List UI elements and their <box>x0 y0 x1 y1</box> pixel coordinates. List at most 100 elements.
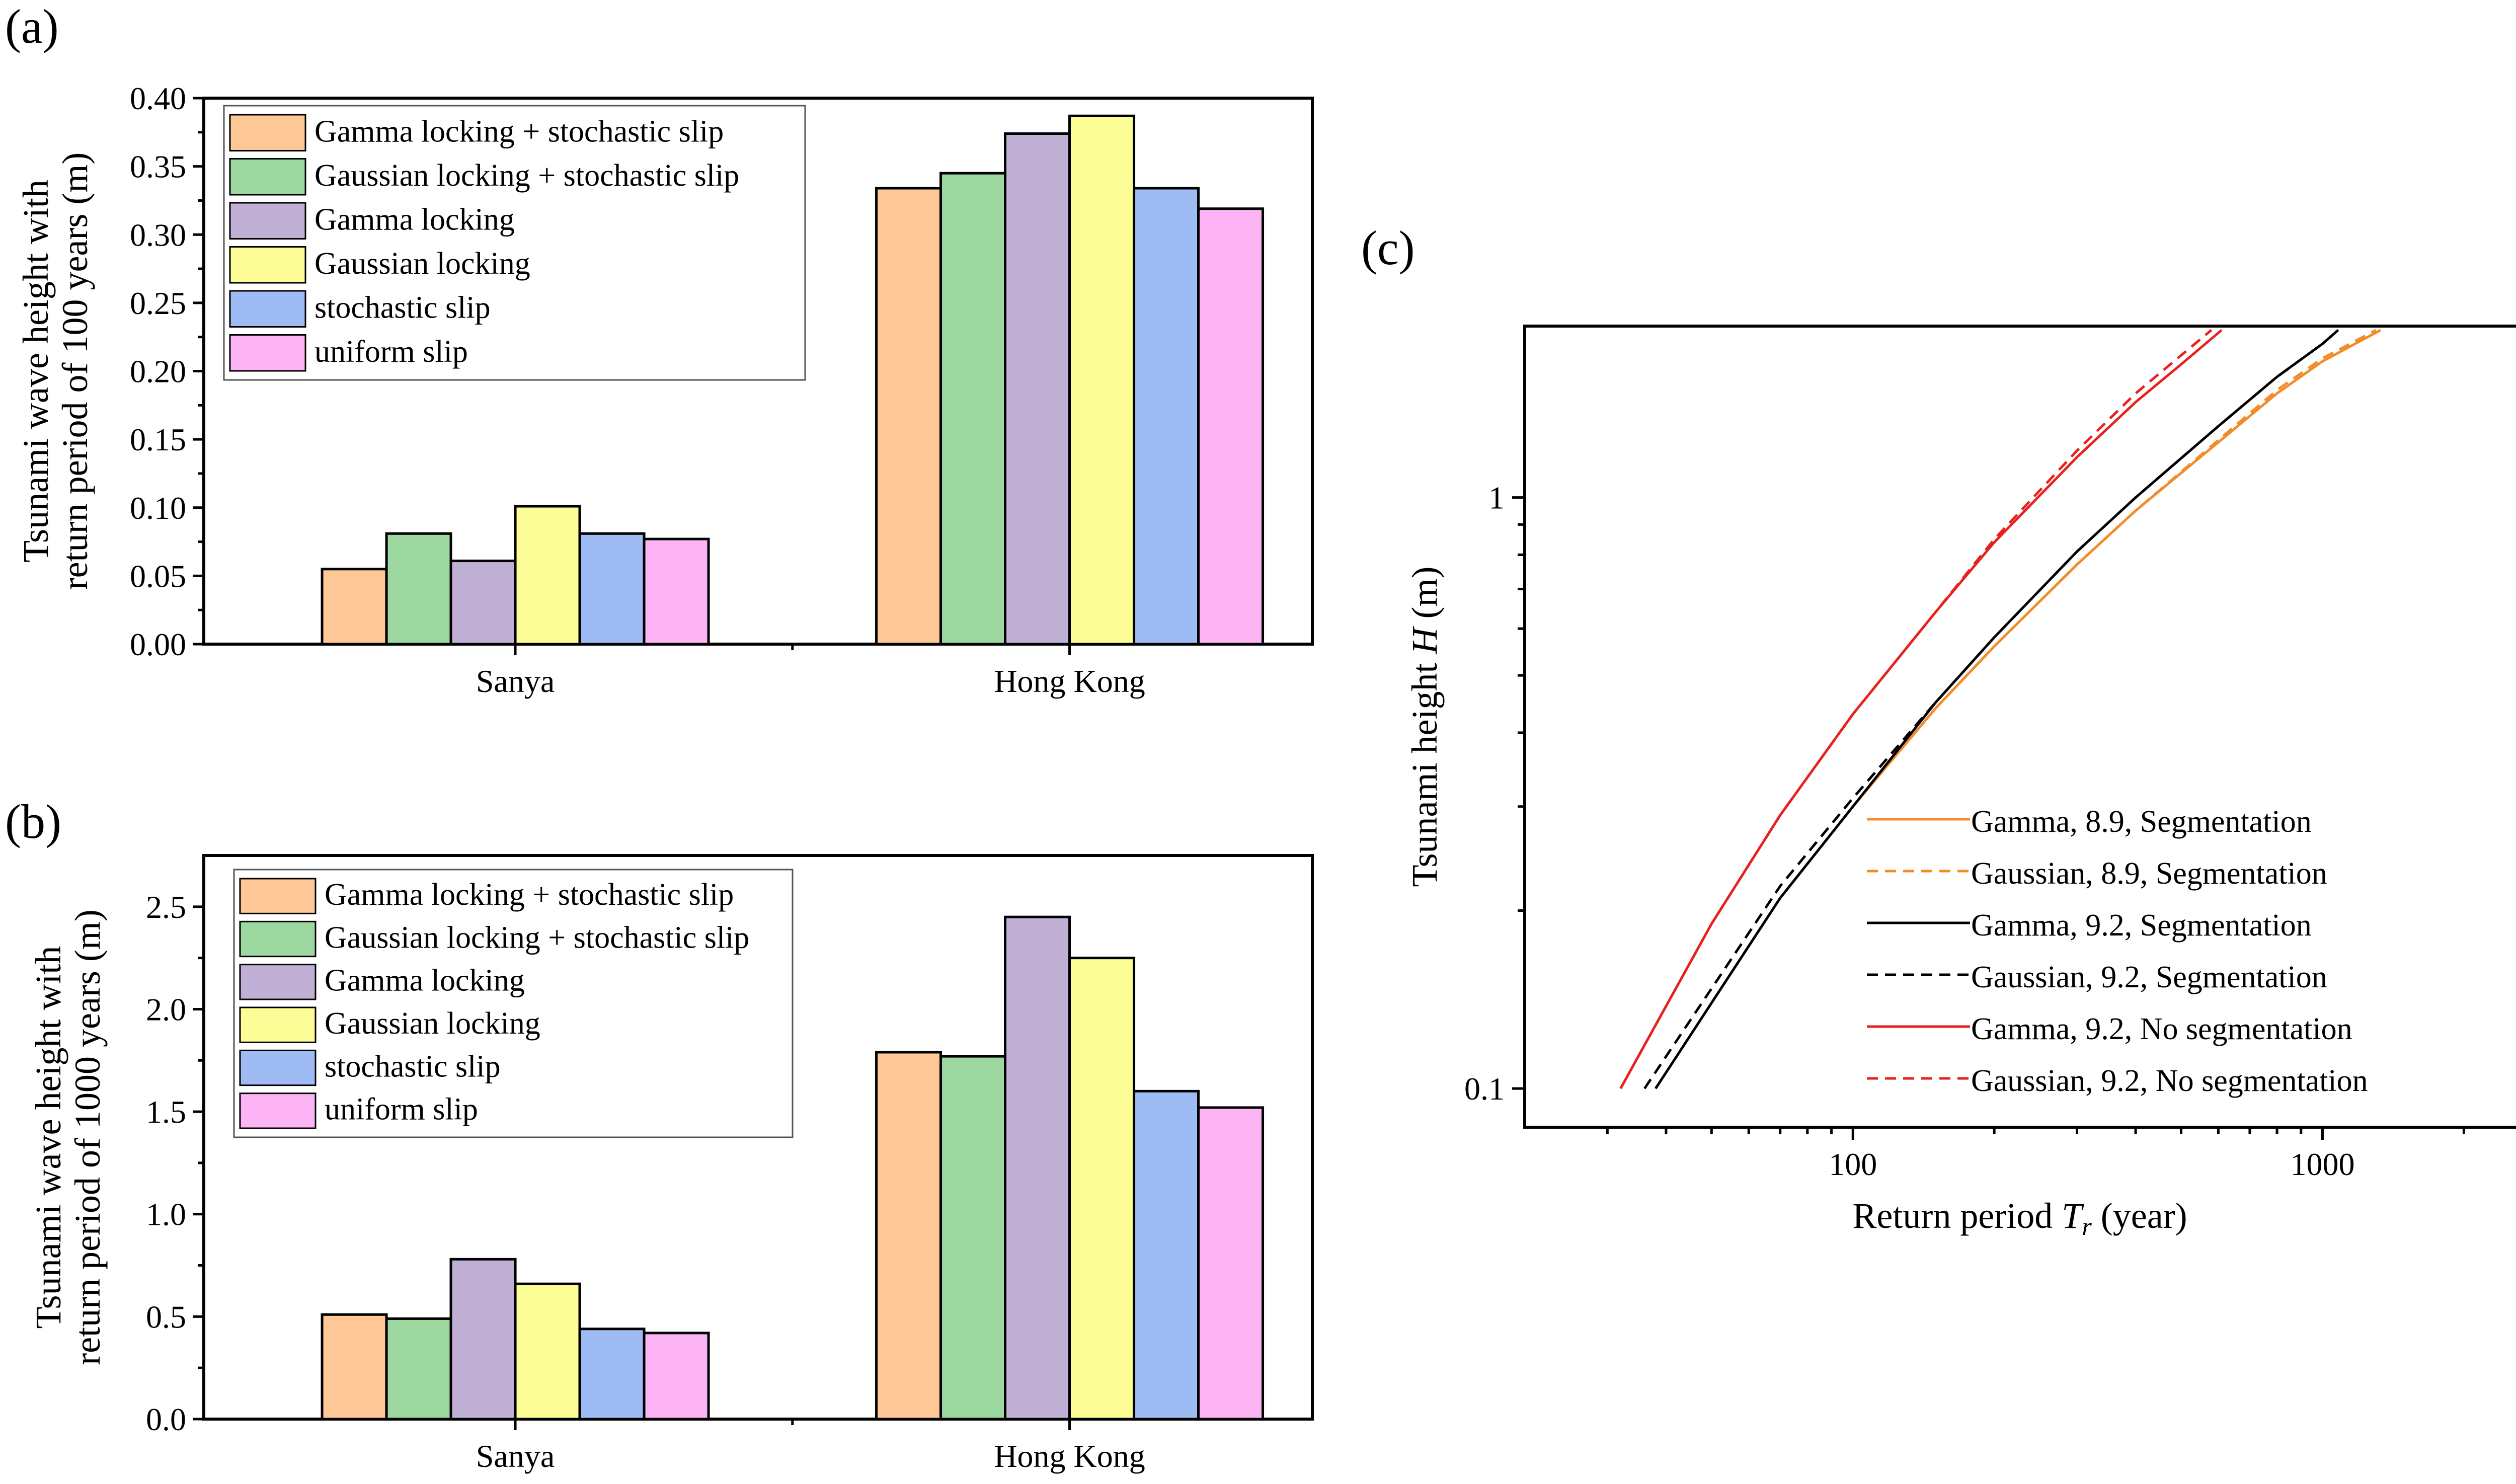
x-axis-label-subscript: r <box>2082 1212 2092 1240</box>
y-tick-label: 0.05 <box>130 558 186 594</box>
legend-label: Gamma, 9.2, No segmentation <box>1971 1012 2352 1046</box>
y-tick-label: 2.0 <box>146 991 186 1027</box>
bar <box>939 1055 1007 1421</box>
bar <box>875 1051 942 1421</box>
x-tick-label: 100 <box>1829 1146 1877 1182</box>
bar <box>643 1332 710 1421</box>
legend-label: Gaussian locking + stochastic slip <box>314 159 739 193</box>
bar <box>578 532 646 646</box>
legend-swatch <box>239 964 317 1000</box>
legend-swatch <box>239 1092 317 1129</box>
bar <box>643 537 710 646</box>
bar <box>1197 207 1265 646</box>
y-tick-label: 2.5 <box>146 889 186 925</box>
legend-swatch <box>239 1006 317 1043</box>
x-axis-label-unit: (year) <box>2092 1196 2187 1236</box>
x-axis-label-text: Return period <box>1852 1196 2062 1236</box>
legend-label: uniform slip <box>325 1092 478 1127</box>
legend-label: Gaussian, 9.2, Segmentation <box>1971 960 2327 994</box>
bar <box>1068 957 1136 1421</box>
bar <box>578 1327 646 1421</box>
y-tick-label: 0.15 <box>130 422 186 457</box>
bar <box>321 568 388 646</box>
series-line <box>1643 329 2339 1089</box>
x-tick-label: Sanya <box>476 1438 555 1474</box>
legend-label: Gaussian, 8.9, Segmentation <box>1971 856 2327 891</box>
y-tick-label: 0.5 <box>146 1299 186 1335</box>
x-tick-label: Sanya <box>476 663 555 699</box>
bar <box>1004 915 1071 1421</box>
legend-swatch <box>229 158 306 196</box>
bar <box>321 1313 388 1421</box>
y-tick-label: 0.20 <box>130 354 186 389</box>
bar <box>939 172 1007 646</box>
legend-swatch <box>229 290 306 328</box>
panel-label-a: (a) <box>5 0 59 53</box>
plot-frame <box>202 854 1314 1421</box>
y-axis-label: Tsunami wave height with <box>16 180 56 563</box>
y-tick-label: 0.0 <box>146 1401 186 1437</box>
y-axis-label: Tsunami wave height with <box>28 946 68 1329</box>
y-axis-label-text: Tsunami height <box>1404 654 1445 887</box>
legend-label: Gaussian, 9.2, No segmentation <box>1971 1064 2368 1098</box>
legend-swatch <box>239 920 317 958</box>
x-tick-label: Hong Kong <box>994 663 1145 699</box>
legend-label: Gamma locking + stochastic slip <box>314 115 724 149</box>
legend-swatch <box>229 114 306 151</box>
chart-a: 0.00 0.05 0.10 0.15 0.20 0.25 0.30 0.35 0.40 Sany… <box>16 81 1314 699</box>
legend-label: Gaussian locking + stochastic slip <box>325 920 749 955</box>
y-tick-label: 0.10 <box>130 490 186 526</box>
bar <box>449 1258 517 1421</box>
bar <box>514 505 581 646</box>
y-axis-label-unit: (m) <box>1404 567 1445 628</box>
legend-label: uniform slip <box>314 335 468 369</box>
bar <box>1004 132 1071 646</box>
x-tick-label: Hong Kong <box>994 1438 1145 1474</box>
legend-swatch <box>229 246 306 284</box>
y-tick-label: 1.0 <box>146 1197 186 1232</box>
bar <box>449 560 517 646</box>
legend-label: Gamma locking + stochastic slip <box>325 878 734 912</box>
panel-label-b: (b) <box>5 795 61 848</box>
x-axis-label-symbol: T <box>2062 1196 2084 1236</box>
legend-swatch <box>239 1049 317 1086</box>
bar <box>1133 187 1200 646</box>
y-axis-label: Tsunami height H (m) <box>1404 567 1445 887</box>
legend-box <box>223 105 806 381</box>
y-axis-label-symbol: H <box>1404 626 1445 655</box>
legend-swatch <box>239 878 317 914</box>
y-tick-label: 0.40 <box>130 81 186 116</box>
legend-label: Gamma, 8.9, Segmentation <box>1971 805 2312 839</box>
bar <box>1197 1106 1265 1421</box>
bar <box>385 1317 452 1421</box>
series-line <box>1655 329 2377 1089</box>
y-tick-label: 1.5 <box>146 1094 186 1130</box>
y-axis-label: return period of 1000 years (m) <box>67 909 108 1365</box>
y-tick-label: 0.25 <box>130 285 186 321</box>
bar <box>1133 1089 1200 1421</box>
chart-b: 0.0 0.5 1.0 1.5 2.0 2.5 Sanya Hong Kong Tsunami … <box>28 854 1314 1474</box>
legend-swatch <box>229 334 306 372</box>
y-tick-label: 0.1 <box>1464 1071 1505 1107</box>
y-tick-label: 0.30 <box>130 217 186 253</box>
chart-c: 100 1000 0.1 1 Gamma, 8.9, Segmentation Gauss… <box>1404 325 2516 1240</box>
y-axis-label: return period of 100 years (m) <box>55 152 95 590</box>
legend-label: Gaussian locking <box>314 247 530 281</box>
legend-box <box>233 869 794 1138</box>
legend-label: stochastic slip <box>325 1049 501 1083</box>
legend-swatch <box>229 202 306 240</box>
series-line <box>1619 329 2213 1089</box>
bar <box>385 532 452 646</box>
x-axis-label: Return period Tr (year) <box>1852 1196 2187 1240</box>
legend-label: stochastic slip <box>314 291 491 325</box>
bar <box>1068 114 1136 646</box>
y-tick-label: 0.00 <box>130 627 186 662</box>
plot-frame <box>1523 325 2516 1129</box>
legend-label: Gamma locking <box>325 964 525 998</box>
bar <box>875 187 942 646</box>
y-tick-label: 0.35 <box>130 149 186 185</box>
legend-label: Gaussian locking <box>325 1006 540 1041</box>
y-tick-label: 1 <box>1488 480 1505 516</box>
panel-label-c: (c) <box>1361 221 1415 275</box>
